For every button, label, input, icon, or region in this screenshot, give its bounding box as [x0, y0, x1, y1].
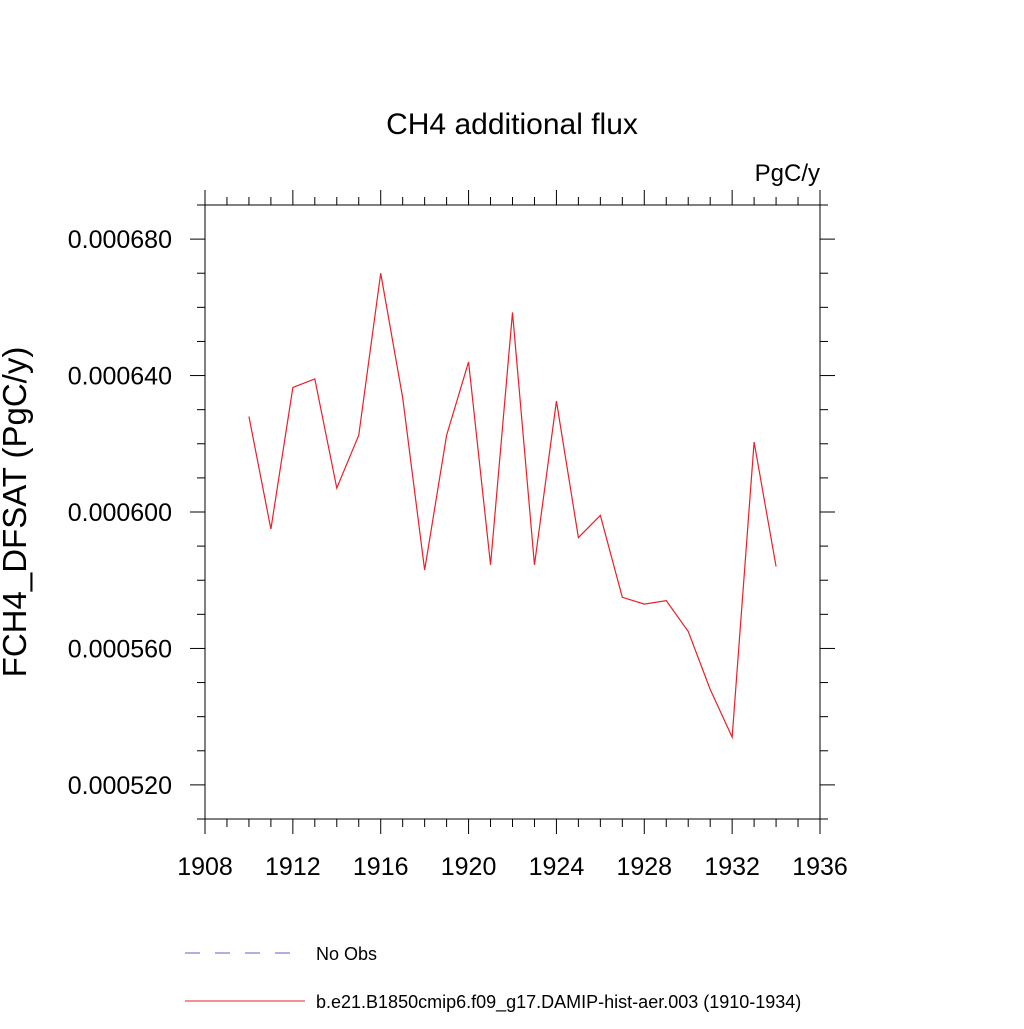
y-tick-label: 0.000520	[68, 772, 172, 800]
series-layer	[248, 273, 777, 740]
chart-title: CH4 additional flux	[386, 108, 638, 141]
y-tick-label: 0.000560	[68, 635, 172, 663]
x-tick-label: 1920	[441, 853, 497, 881]
x-tick-label: 1916	[353, 853, 409, 881]
y-tick-label: 0.000680	[68, 226, 172, 254]
legend-label: No Obs	[316, 944, 377, 964]
units-label: PgC/y	[755, 160, 820, 187]
legend-label: b.e21.B1850cmip6.f09_g17.DAMIP-hist-aer.…	[316, 992, 801, 1013]
axes-layer: 1908 1912 1916 1920 1924 1928 1932 1936 0.000520…	[68, 190, 848, 881]
y-tick-label: 0.000600	[68, 499, 172, 527]
series-line	[248, 273, 777, 740]
x-tick-label: 1924	[529, 853, 585, 881]
x-tick-label: 1932	[704, 853, 760, 881]
x-tick-label: 1928	[616, 853, 672, 881]
y-tick-label: 0.000640	[68, 363, 172, 391]
x-tick-label: 1912	[265, 853, 321, 881]
x-tick-label: 1936	[792, 853, 848, 881]
y-axis-label: FCH4_DFSAT (PgC/y)	[0, 347, 33, 678]
x-tick-label: 1908	[177, 853, 233, 881]
legend: No Obs b.e21.B1850cmip6.f09_g17.DAMIP-his…	[185, 944, 801, 1013]
